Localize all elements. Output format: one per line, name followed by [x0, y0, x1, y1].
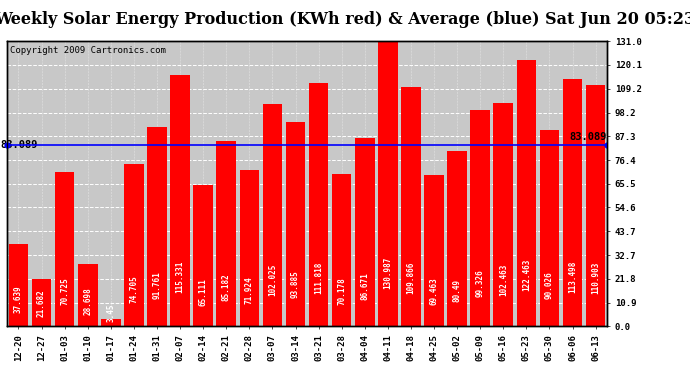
Text: 70.725: 70.725 — [60, 277, 69, 304]
Text: 21.682: 21.682 — [37, 290, 46, 317]
Bar — [101, 319, 121, 326]
Text: 130.987: 130.987 — [384, 256, 393, 289]
Bar — [217, 141, 236, 326]
Text: 102.025: 102.025 — [268, 264, 277, 296]
Bar — [355, 138, 375, 326]
Bar — [170, 75, 190, 326]
Text: 110.903: 110.903 — [591, 262, 600, 294]
Bar — [124, 164, 144, 326]
Text: 28.698: 28.698 — [83, 288, 92, 315]
Text: 99.326: 99.326 — [475, 269, 484, 297]
Text: 83.089: 83.089 — [0, 141, 37, 150]
Text: 111.818: 111.818 — [314, 261, 323, 294]
Bar — [239, 170, 259, 326]
Bar — [309, 83, 328, 326]
Text: 65.111: 65.111 — [199, 278, 208, 306]
Text: Weekly Solar Energy Production (KWh red) & Average (blue) Sat Jun 20 05:23: Weekly Solar Energy Production (KWh red)… — [0, 11, 690, 28]
Bar — [9, 244, 28, 326]
Text: 102.463: 102.463 — [499, 264, 508, 296]
Bar — [424, 175, 444, 326]
Bar — [332, 174, 351, 326]
Bar — [286, 122, 305, 326]
Bar — [401, 87, 421, 326]
Bar — [563, 80, 582, 326]
Text: 85.182: 85.182 — [221, 273, 230, 301]
Text: 115.331: 115.331 — [175, 261, 184, 293]
Bar — [55, 172, 75, 326]
Text: 74.705: 74.705 — [130, 276, 139, 303]
Bar — [193, 184, 213, 326]
Bar — [471, 110, 490, 326]
Text: 80.49: 80.49 — [453, 279, 462, 302]
Bar — [378, 41, 397, 326]
Text: 93.885: 93.885 — [291, 271, 300, 298]
Text: 70.178: 70.178 — [337, 277, 346, 304]
Text: 113.498: 113.498 — [568, 261, 577, 293]
Bar — [540, 130, 560, 326]
Bar — [493, 104, 513, 326]
Text: 90.026: 90.026 — [545, 272, 554, 300]
Bar — [517, 60, 536, 326]
Text: 71.924: 71.924 — [245, 276, 254, 304]
Text: Copyright 2009 Cartronics.com: Copyright 2009 Cartronics.com — [10, 45, 166, 54]
Bar — [32, 279, 51, 326]
Text: 69.463: 69.463 — [430, 277, 439, 305]
Text: 83.089: 83.089 — [570, 132, 607, 142]
Bar — [586, 85, 605, 326]
Text: 86.671: 86.671 — [360, 273, 369, 300]
Text: 91.761: 91.761 — [152, 271, 161, 299]
Bar — [78, 264, 97, 326]
Text: 122.463: 122.463 — [522, 259, 531, 291]
Text: 37.639: 37.639 — [14, 285, 23, 313]
Bar — [263, 104, 282, 326]
Text: 109.866: 109.866 — [406, 262, 415, 294]
Bar — [147, 127, 167, 326]
Text: 3.45: 3.45 — [106, 304, 115, 322]
Bar — [447, 151, 467, 326]
